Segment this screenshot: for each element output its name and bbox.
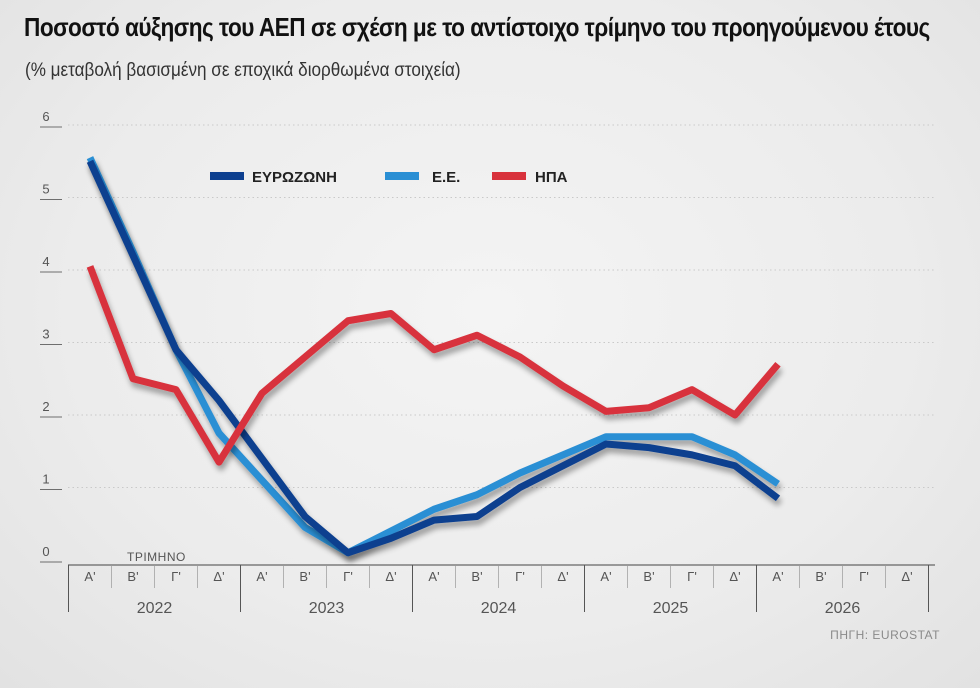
series-line-eu: [86, 156, 780, 557]
x-axis-title: ΤΡΙΜΗΝΟ: [127, 550, 186, 564]
x-tick-label: Α': [772, 569, 783, 584]
series-line-eurozone: [86, 159, 781, 557]
x-tick-label: Β': [471, 569, 482, 584]
year-label: 2024: [481, 600, 517, 617]
x-tick-label: Γ': [687, 569, 697, 584]
legend-label: Ε.Ε.: [432, 169, 460, 186]
legend: ΕΥΡΩΖΩΝΗ Ε.Ε. ΗΠΑ: [210, 169, 568, 186]
x-tick-label: Β': [643, 569, 654, 584]
x-tick-label: Β': [299, 569, 310, 584]
chart-subtitle: (% μεταβολή βασισμένη σε εποχικά διορθωμ…: [25, 60, 461, 81]
y-tick-label: 1: [42, 472, 49, 487]
x-axis: ΤΡΙΜΗΝΟ Α' Β' Γ' Δ' Α' Β' Γ' Δ' Α' Β' Γ' Δ' Α' Β' Γ' Δ' Α…: [68, 550, 929, 617]
x-tick-label: Γ': [515, 569, 525, 584]
legend-label: ΕΥΡΩΖΩΝΗ: [252, 169, 337, 186]
chart-title: Ποσοστό αύξησης του ΑΕΠ σε σχέση με το α…: [24, 12, 930, 42]
series-layer: [86, 156, 781, 557]
x-tick-label: Α': [428, 569, 439, 584]
series-line-usa: [86, 265, 781, 466]
x-tick-label: Δ': [729, 569, 740, 584]
legend-label: ΗΠΑ: [535, 169, 568, 186]
source-note: ΠΗΓΗ: EUROSTAT: [830, 628, 940, 642]
x-tick-label: Α': [256, 569, 267, 584]
year-label: 2026: [825, 600, 861, 617]
y-tick-label: 6: [42, 109, 49, 124]
x-tick-label: Δ': [901, 569, 912, 584]
x-tick-label: Β': [815, 569, 826, 584]
x-tick-label: Β': [127, 569, 138, 584]
x-tick-label: Γ': [343, 569, 353, 584]
year-label: 2025: [653, 600, 689, 617]
y-tick-label: 0: [42, 544, 49, 559]
x-tick-label: Δ': [213, 569, 224, 584]
x-tick-label: Γ': [859, 569, 869, 584]
x-tick-label: Γ': [171, 569, 181, 584]
x-tick-label: Δ': [385, 569, 396, 584]
y-tick-label: 4: [42, 254, 49, 269]
x-tick-label: Δ': [557, 569, 568, 584]
y-tick-label: 2: [42, 399, 49, 414]
y-tick-label: 5: [42, 182, 49, 197]
year-label: 2022: [137, 600, 173, 617]
y-tick-label: 3: [42, 327, 49, 342]
x-tick-label: Α': [84, 569, 95, 584]
x-tick-label: Α': [600, 569, 611, 584]
year-label: 2023: [309, 600, 345, 617]
